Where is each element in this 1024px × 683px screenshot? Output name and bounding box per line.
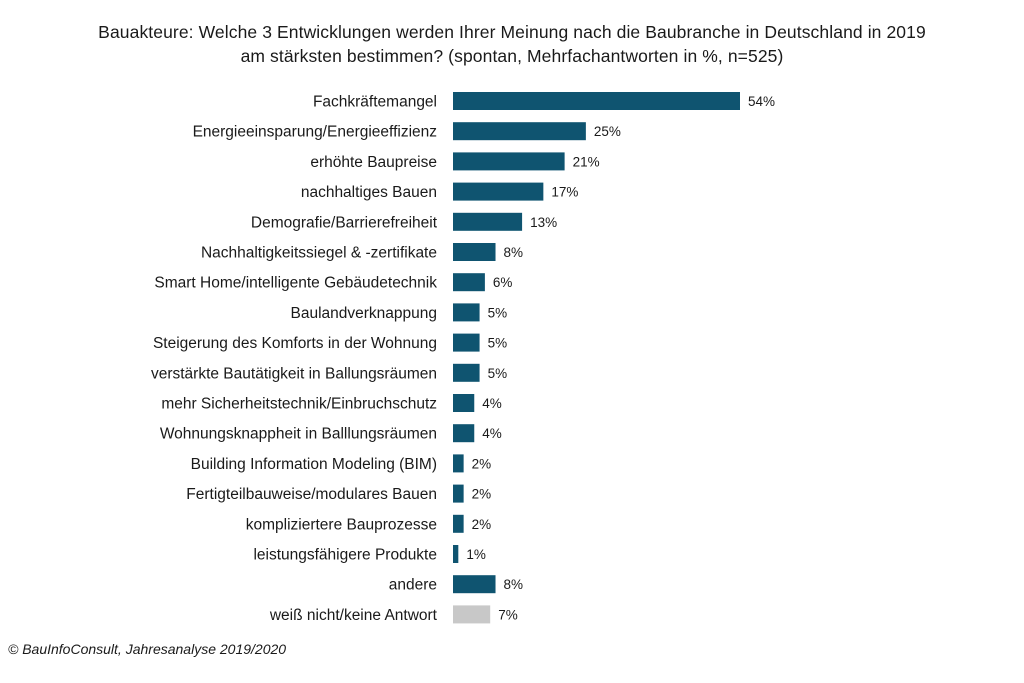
category-label: andere: [389, 577, 437, 594]
chart-title-line-1: Bauakteure: Welche 3 Entwicklungen werde…: [98, 22, 926, 42]
bar-row: leistungsfähigere Produkte 1%: [253, 545, 486, 564]
value-label: 1%: [466, 547, 486, 562]
category-label: Steigerung des Komforts in der Wohnung: [153, 335, 437, 352]
bar-row: weiß nicht/keine Antwort 7%: [269, 605, 518, 624]
bar: [453, 122, 586, 141]
bar: [453, 273, 485, 292]
category-label: leistungsfähigere Produkte: [253, 547, 437, 564]
value-label: 4%: [482, 426, 502, 441]
value-label: 5%: [488, 366, 508, 381]
category-label: kompliziertere Bauprozesse: [246, 516, 437, 533]
value-label: 5%: [488, 336, 508, 351]
value-label: 17%: [551, 185, 578, 200]
category-label: Wohnungsknappheit in Balllungsräumen: [160, 426, 437, 443]
bar: [453, 363, 480, 382]
bar-row: Steigerung des Komforts in der Wohnung 5%: [153, 333, 508, 352]
bar: [453, 605, 491, 624]
chart-title: Bauakteure: Welche 3 Entwicklungen werde…: [0, 20, 1024, 68]
bar: [453, 303, 480, 322]
category-label: Building Information Modeling (BIM): [191, 456, 437, 473]
value-label: 2%: [472, 456, 492, 471]
bar-row: Fertigteilbauweise/modulares Bauen 2%: [186, 484, 492, 503]
bar-row: Building Information Modeling (BIM) 2%: [191, 454, 492, 473]
value-label: 2%: [472, 517, 492, 532]
bar-row: erhöhte Baupreise 21%: [310, 152, 600, 171]
category-label: nachhaltiges Bauen: [301, 184, 437, 201]
bar: [453, 454, 464, 473]
value-label: 8%: [504, 577, 524, 592]
bar-row: andere 8%: [389, 575, 523, 594]
value-label: 2%: [472, 487, 492, 502]
value-label: 6%: [493, 275, 513, 290]
category-label: mehr Sicherheitstechnik/Einbruchschutz: [161, 396, 437, 413]
bar: [453, 92, 740, 110]
value-label: 21%: [573, 154, 600, 169]
bar: [453, 575, 496, 594]
value-label: 4%: [482, 396, 502, 411]
bar: [453, 243, 496, 261]
category-label: Baulandverknappung: [290, 305, 437, 322]
bar: [453, 545, 459, 563]
category-label: Fachkräftemangel: [313, 94, 437, 111]
bar: [453, 212, 523, 231]
category-label: erhöhte Baupreise: [310, 154, 437, 171]
value-label: 54%: [748, 94, 775, 109]
bar: [453, 484, 464, 503]
bar: [453, 514, 464, 533]
bar-row: verstärkte Bautätigkeit in Ballungsräume…: [151, 363, 508, 382]
category-label: verstärkte Bautätigkeit in Ballungsräume…: [151, 365, 437, 382]
bar: [453, 152, 565, 171]
category-label: Fertigteilbauweise/modulares Bauen: [186, 486, 437, 503]
bar-row: Wohnungsknappheit in Balllungsräumen 4%: [160, 424, 502, 443]
bar-row: nachhaltiges Bauen 17%: [301, 182, 578, 201]
category-label: Energieeinsparung/Energieeffizienz: [193, 124, 437, 141]
bar-row: Fachkräftemangel 54%: [313, 92, 775, 111]
bar-row: Demografie/Barrierefreiheit 13%: [251, 212, 557, 231]
bar-row: mehr Sicherheitstechnik/Einbruchschutz 4%: [161, 394, 502, 413]
bar: [453, 333, 480, 352]
bar: [453, 394, 475, 412]
category-label: Smart Home/intelligente Gebäudetechnik: [154, 275, 437, 292]
bar-row: Energieeinsparung/Energieeffizienz 25%: [193, 122, 621, 141]
category-label: Nachhaltigkeitssiegel & -zertifikate: [201, 245, 437, 262]
source-note: © BauInfoConsult, Jahresanalyse 2019/202…: [8, 641, 287, 657]
bar: [453, 182, 544, 201]
category-label: Demografie/Barrierefreiheit: [251, 214, 438, 231]
value-label: 8%: [504, 245, 524, 260]
bar-row: Baulandverknappung 5%: [290, 303, 507, 322]
bar-row: Nachhaltigkeitssiegel & -zertifikate 8%: [201, 243, 523, 262]
bar: [453, 424, 475, 443]
value-label: 25%: [594, 124, 621, 139]
value-label: 13%: [530, 215, 557, 230]
value-label: 7%: [498, 607, 518, 622]
bar-row: kompliziertere Bauprozesse 2%: [246, 514, 492, 533]
chart-title-line-2: am stärksten bestimmen? (spontan, Mehrfa…: [240, 46, 784, 66]
category-label: weiß nicht/keine Antwort: [269, 607, 438, 624]
value-label: 5%: [488, 305, 508, 320]
bar-row: Smart Home/intelligente Gebäudetechnik 6%: [154, 273, 512, 292]
